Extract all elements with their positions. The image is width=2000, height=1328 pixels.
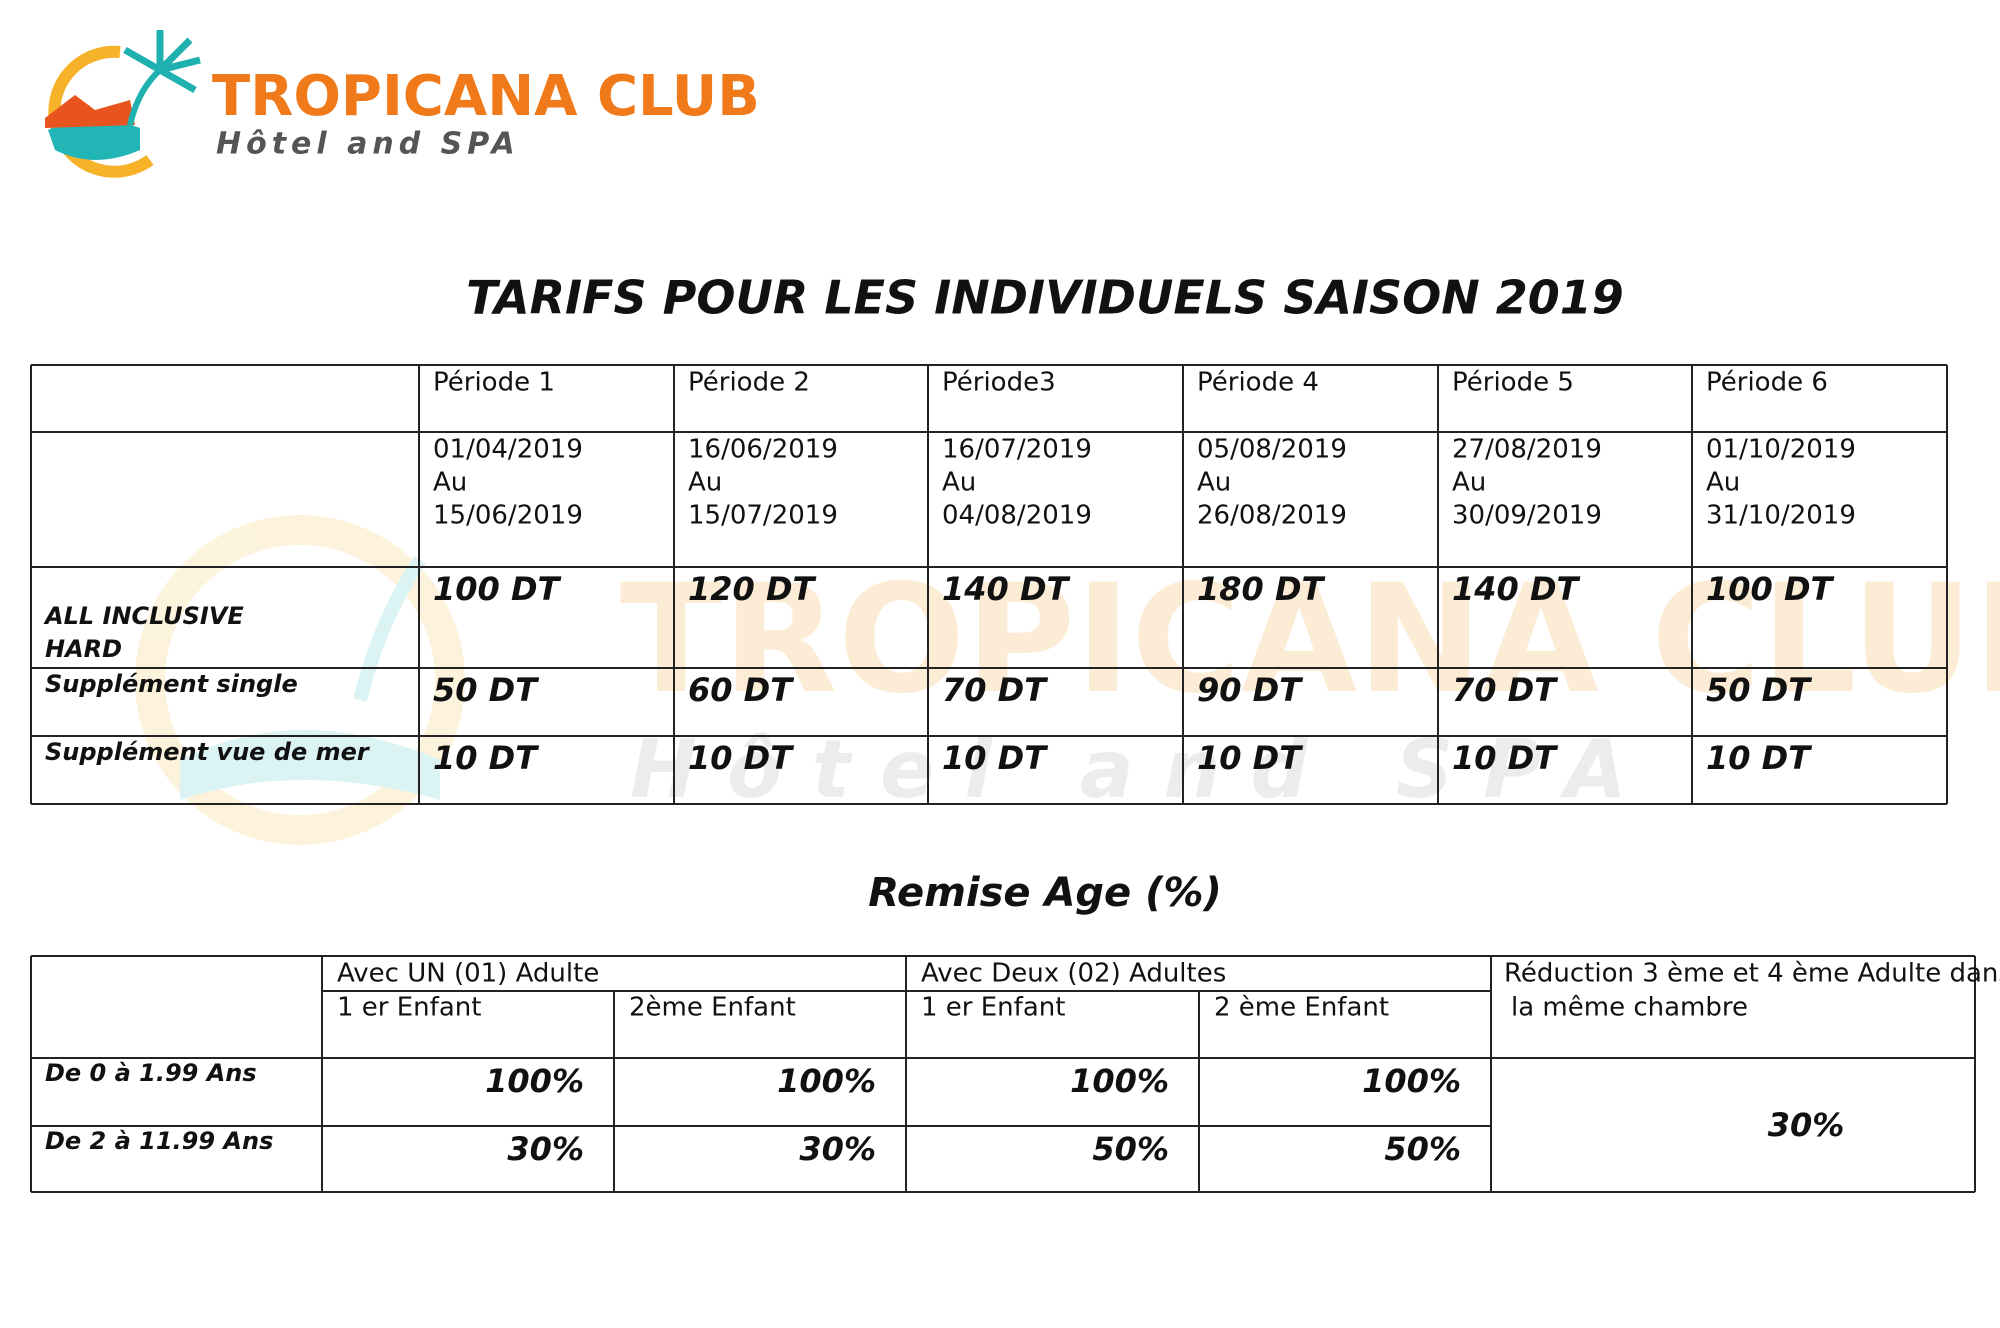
period-dates: 31/10/2019 [1706, 501, 1856, 531]
price: 70 DT [1452, 671, 1558, 709]
discount: 100% [777, 1062, 876, 1100]
price: 180 DT [1197, 570, 1326, 608]
price: 100 DT [433, 570, 562, 608]
period-dates: 01/10/2019 [1706, 435, 1856, 465]
period-dates: Au [1452, 468, 1486, 498]
price: 50 DT [433, 671, 539, 709]
period-dates: 04/08/2019 [942, 501, 1092, 531]
row-label: ALL INCLUSIVE [43, 602, 244, 630]
group-header: Avec UN (01) Adulte [337, 959, 599, 989]
age-label: De 0 à 1.99 Ans [45, 1059, 257, 1087]
discount: 30% [507, 1130, 584, 1168]
period-dates: Au [1706, 468, 1740, 498]
child-header: 1 er Enfant [921, 993, 1065, 1023]
period-header: Période3 [942, 368, 1056, 398]
price: 10 DT [1706, 739, 1812, 777]
child-header: 2 ème Enfant [1214, 993, 1389, 1023]
reduction-header: la même chambre [1511, 993, 1748, 1023]
discount: 30% [799, 1130, 876, 1168]
period-dates: 01/04/2019 [433, 435, 583, 465]
price: 100 DT [1706, 570, 1835, 608]
period-dates: Au [942, 468, 976, 498]
title: TARIFS POUR LES INDIVIDUELS SAISON 2019 [466, 271, 1624, 325]
reduction-value: 30% [1768, 1106, 1845, 1144]
remise-title: Remise Age (%) [868, 870, 1221, 916]
price: 10 DT [1452, 739, 1558, 777]
watermark: TROPICANA CLUB Hôtel and SPA [135, 515, 2000, 845]
discount: 50% [1384, 1130, 1461, 1168]
period-header: Période 1 [433, 368, 555, 398]
period-dates: 16/06/2019 [688, 435, 838, 465]
discount: 100% [485, 1062, 584, 1100]
row-label: Supplément single [45, 670, 298, 698]
period-dates: Au [688, 468, 722, 498]
discount: 50% [1092, 1130, 1169, 1168]
period-header: Période 4 [1197, 368, 1319, 398]
logo: TROPICANA CLUB Hôtel and SPA [45, 30, 760, 178]
period-dates: 26/08/2019 [1197, 501, 1347, 531]
discount: 100% [1362, 1062, 1461, 1100]
price: 10 DT [433, 739, 539, 777]
reduction-header: Réduction 3 ème et 4 ème Adulte dans [1504, 959, 2000, 989]
period-dates: 27/08/2019 [1452, 435, 1602, 465]
period-dates: 16/07/2019 [942, 435, 1092, 465]
price: 10 DT [1197, 739, 1303, 777]
period-dates: Au [433, 468, 467, 498]
price: 90 DT [1197, 671, 1303, 709]
child-header: 1 er Enfant [337, 993, 481, 1023]
period-header: Période 5 [1452, 368, 1574, 398]
price: 10 DT [688, 739, 794, 777]
price: 10 DT [942, 739, 1048, 777]
group-header: Avec Deux (02) Adultes [921, 959, 1226, 989]
discount: 100% [1070, 1062, 1169, 1100]
watermark-tagline: Hôtel and SPA [630, 723, 1657, 816]
price: 50 DT [1706, 671, 1812, 709]
price: 60 DT [688, 671, 794, 709]
price: 140 DT [942, 570, 1071, 608]
period-dates: 30/09/2019 [1452, 501, 1602, 531]
price: 120 DT [688, 570, 817, 608]
period-header: Période 2 [688, 368, 810, 398]
logo-name: TROPICANA CLUB [212, 64, 760, 129]
logo-tagline: Hôtel and SPA [216, 127, 520, 162]
price: 70 DT [942, 671, 1048, 709]
period-dates: Au [1197, 468, 1231, 498]
price: 140 DT [1452, 570, 1581, 608]
child-header: 2ème Enfant [629, 993, 796, 1023]
row-label: Supplément vue de mer [45, 738, 371, 766]
period-dates: 05/08/2019 [1197, 435, 1347, 465]
watermark-name: TROPICANA CLUB [620, 553, 2000, 727]
period-header: Période 6 [1706, 368, 1828, 398]
age-label: De 2 à 11.99 Ans [45, 1127, 273, 1155]
row-label: HARD [45, 635, 122, 663]
period-dates: 15/06/2019 [433, 501, 583, 531]
period-dates: 15/07/2019 [688, 501, 838, 531]
